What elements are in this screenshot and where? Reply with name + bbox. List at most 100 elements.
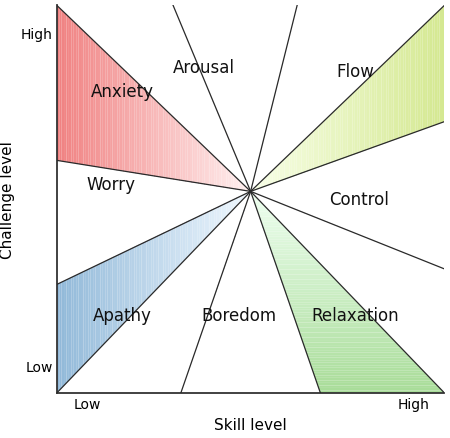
Polygon shape xyxy=(179,20,294,192)
Polygon shape xyxy=(251,192,289,232)
Polygon shape xyxy=(72,163,251,278)
Polygon shape xyxy=(195,192,306,353)
Polygon shape xyxy=(72,20,251,192)
Polygon shape xyxy=(251,162,282,192)
Polygon shape xyxy=(154,192,251,293)
Polygon shape xyxy=(251,161,338,227)
Polygon shape xyxy=(251,140,396,250)
Polygon shape xyxy=(217,111,271,192)
Polygon shape xyxy=(81,165,251,273)
Polygon shape xyxy=(219,192,251,225)
Polygon shape xyxy=(149,176,251,240)
Polygon shape xyxy=(187,39,289,192)
Polygon shape xyxy=(251,192,420,368)
Polygon shape xyxy=(168,113,251,192)
Polygon shape xyxy=(251,171,272,192)
Polygon shape xyxy=(232,148,261,192)
Polygon shape xyxy=(151,97,251,192)
Polygon shape xyxy=(238,192,263,227)
Polygon shape xyxy=(251,192,410,358)
Polygon shape xyxy=(251,174,302,212)
Polygon shape xyxy=(81,29,251,192)
Polygon shape xyxy=(251,192,379,325)
Polygon shape xyxy=(251,192,403,350)
Polygon shape xyxy=(211,192,291,307)
Polygon shape xyxy=(242,192,259,217)
Polygon shape xyxy=(251,69,379,192)
Polygon shape xyxy=(134,173,251,247)
Polygon shape xyxy=(251,142,389,247)
Polygon shape xyxy=(251,169,275,192)
Polygon shape xyxy=(246,180,253,192)
Polygon shape xyxy=(251,192,355,300)
Polygon shape xyxy=(115,192,251,333)
Polygon shape xyxy=(251,145,299,192)
Polygon shape xyxy=(183,192,251,262)
Polygon shape xyxy=(142,175,251,244)
Polygon shape xyxy=(74,22,251,192)
Polygon shape xyxy=(211,97,274,192)
Polygon shape xyxy=(251,85,362,192)
Polygon shape xyxy=(186,192,315,378)
Polygon shape xyxy=(209,185,251,212)
Polygon shape xyxy=(239,192,262,225)
Polygon shape xyxy=(137,83,251,192)
Polygon shape xyxy=(251,192,386,333)
Polygon shape xyxy=(198,67,282,192)
Polygon shape xyxy=(205,83,278,192)
Polygon shape xyxy=(251,192,270,212)
Polygon shape xyxy=(248,192,251,194)
Polygon shape xyxy=(176,192,251,270)
Polygon shape xyxy=(251,136,309,192)
Polygon shape xyxy=(251,192,331,275)
Polygon shape xyxy=(108,169,251,261)
Polygon shape xyxy=(177,16,295,192)
Polygon shape xyxy=(219,162,251,192)
Polygon shape xyxy=(112,192,251,335)
Polygon shape xyxy=(83,165,251,272)
Polygon shape xyxy=(161,106,251,192)
Polygon shape xyxy=(139,85,251,192)
Polygon shape xyxy=(112,170,251,258)
Polygon shape xyxy=(76,192,251,373)
Polygon shape xyxy=(251,192,319,262)
Polygon shape xyxy=(243,191,251,195)
Polygon shape xyxy=(184,192,318,385)
Polygon shape xyxy=(251,192,384,330)
Polygon shape xyxy=(251,178,265,192)
Polygon shape xyxy=(251,170,311,216)
Polygon shape xyxy=(110,170,251,259)
Polygon shape xyxy=(176,13,295,192)
Polygon shape xyxy=(220,118,269,192)
Polygon shape xyxy=(241,191,251,197)
Polygon shape xyxy=(251,191,253,193)
Polygon shape xyxy=(189,43,288,192)
Polygon shape xyxy=(217,192,284,287)
Polygon shape xyxy=(103,50,251,192)
Polygon shape xyxy=(251,111,335,192)
Polygon shape xyxy=(137,174,251,247)
Polygon shape xyxy=(251,125,321,192)
Polygon shape xyxy=(88,36,251,192)
Polygon shape xyxy=(251,139,398,251)
Polygon shape xyxy=(125,172,251,252)
Polygon shape xyxy=(226,134,265,192)
Polygon shape xyxy=(184,192,317,383)
Polygon shape xyxy=(251,192,306,250)
Polygon shape xyxy=(251,57,391,192)
Polygon shape xyxy=(238,190,251,198)
Polygon shape xyxy=(146,92,251,192)
Polygon shape xyxy=(221,187,251,206)
Polygon shape xyxy=(171,115,251,192)
Polygon shape xyxy=(251,192,272,215)
Polygon shape xyxy=(188,182,251,222)
Polygon shape xyxy=(205,184,251,214)
Polygon shape xyxy=(83,32,251,192)
Polygon shape xyxy=(251,141,391,248)
Polygon shape xyxy=(226,192,251,217)
Polygon shape xyxy=(251,192,304,247)
Polygon shape xyxy=(251,48,401,192)
Polygon shape xyxy=(251,155,355,233)
Polygon shape xyxy=(197,184,251,218)
Polygon shape xyxy=(219,187,251,207)
